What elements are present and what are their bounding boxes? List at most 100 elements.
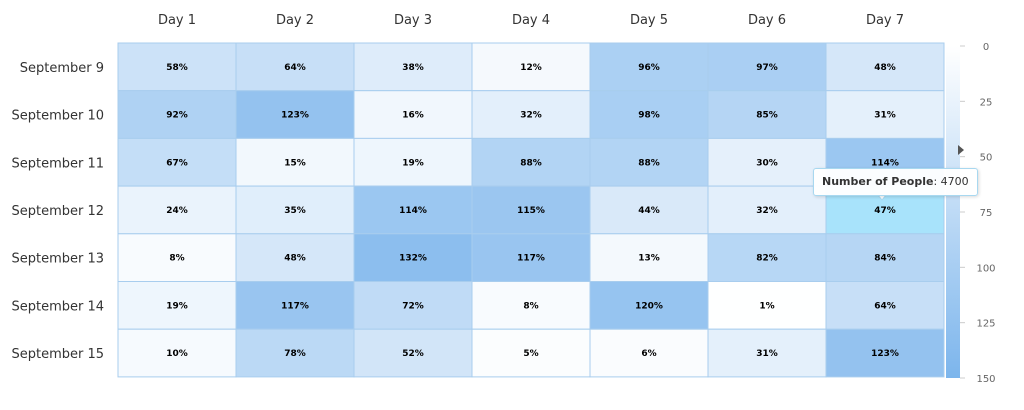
- cell-value-label: 117%: [281, 301, 309, 311]
- heatmap-cell[interactable]: [471, 185, 591, 235]
- cell-value-label: 115%: [517, 206, 545, 216]
- column-label: Day 2: [276, 13, 314, 28]
- color-scale-bar: [946, 46, 960, 378]
- row-label: September 14: [11, 299, 104, 314]
- heatmap-cell[interactable]: [825, 328, 945, 378]
- cell-value-label: 114%: [871, 158, 899, 168]
- heatmap-cell[interactable]: [117, 185, 237, 235]
- tooltip-separator: :: [933, 175, 941, 188]
- color-scale-legend: 0 25 50 75 100 125 150: [946, 42, 996, 385]
- cell-value-label: 52%: [402, 349, 424, 359]
- heatmap-cell[interactable]: [235, 137, 355, 187]
- column-label: Day 3: [394, 13, 432, 28]
- cell-value-label: 16%: [402, 111, 424, 121]
- cell-value-label: 114%: [399, 206, 427, 216]
- cell-value-label: 13%: [638, 254, 660, 264]
- cell-value-label: 32%: [520, 111, 542, 121]
- heatmap-cell[interactable]: [117, 90, 237, 139]
- heatmap-cell[interactable]: [589, 328, 709, 378]
- heatmap-cell[interactable]: [235, 42, 355, 92]
- heatmap-cell[interactable]: [589, 137, 709, 187]
- row-label: September 12: [11, 204, 104, 219]
- color-scale-label: 25: [980, 97, 993, 108]
- cell-value-label: 96%: [638, 63, 660, 73]
- row-label: September 11: [11, 156, 104, 171]
- heatmap-cell[interactable]: [353, 233, 473, 283]
- tooltip-value: 4700: [940, 175, 969, 188]
- heatmap-cell[interactable]: [117, 281, 237, 330]
- heatmap-cell[interactable]: [471, 42, 591, 92]
- cell-value-label: 58%: [166, 63, 188, 73]
- cell-value-label: 84%: [874, 254, 896, 264]
- row-label: September 15: [11, 347, 104, 362]
- cell-value-label: 64%: [284, 63, 306, 73]
- cell-value-label: 19%: [166, 301, 188, 311]
- column-label: Day 6: [748, 13, 786, 28]
- cell-value-label: 97%: [756, 63, 778, 73]
- heatmap-cell[interactable]: [117, 42, 237, 92]
- row-label: September 10: [11, 109, 104, 124]
- cell-value-label: 123%: [871, 349, 899, 359]
- heatmap-cell[interactable]: [589, 90, 709, 139]
- column-label: Day 7: [866, 13, 904, 28]
- cell-value-label: 120%: [635, 301, 663, 311]
- column-label: Day 1: [158, 13, 196, 28]
- cell-value-label: 48%: [874, 63, 896, 73]
- heatmap-cell[interactable]: [235, 185, 355, 235]
- color-scale-marker: [958, 145, 964, 156]
- cell-value-label: 72%: [402, 301, 424, 311]
- heatmap-cell[interactable]: [471, 137, 591, 187]
- heatmap-cell[interactable]: [707, 42, 827, 92]
- column-labels: Day 1 Day 2 Day 3 Day 4 Day 5 Day 6 Day 7: [158, 13, 904, 28]
- cell-value-label: 5%: [523, 349, 538, 359]
- heatmap-cell[interactable]: [471, 281, 591, 330]
- cell-value-label: 85%: [756, 111, 778, 121]
- cell-value-label: 35%: [284, 206, 306, 216]
- heatmap-cell[interactable]: [117, 328, 237, 378]
- cell-value-labels: 58% 64% 38% 12% 96% 97% 48% 92% 123% 16% 32% 98% 85%…: [166, 63, 899, 359]
- heatmap-cell[interactable]: [707, 185, 827, 235]
- cell-value-label: 78%: [284, 349, 306, 359]
- cell-value-label: 32%: [756, 206, 778, 216]
- color-scale-label: 150: [976, 374, 995, 385]
- color-scale-label: 125: [976, 319, 995, 330]
- cell-value-label: 44%: [638, 206, 660, 216]
- heatmap-cell[interactable]: [353, 281, 473, 330]
- heatmap-cell[interactable]: [825, 281, 945, 330]
- heatmap-cell[interactable]: [707, 328, 827, 378]
- color-scale-label: 50: [980, 153, 993, 164]
- cell-value-label: 67%: [166, 158, 188, 168]
- cell-value-label: 123%: [281, 111, 309, 121]
- heatmap-cell[interactable]: [589, 281, 709, 330]
- heatmap-cell[interactable]: [353, 137, 473, 187]
- cell-value-label: 8%: [523, 301, 538, 311]
- cell-value-label: 47%: [874, 206, 896, 216]
- heatmap-cell[interactable]: [471, 328, 591, 378]
- heatmap-cell[interactable]: [117, 233, 237, 283]
- color-scale-label: 0: [983, 42, 989, 53]
- heatmap-cell[interactable]: [353, 42, 473, 92]
- cell-value-label: 88%: [520, 158, 542, 168]
- cell-value-label: 19%: [402, 158, 424, 168]
- cell-value-label: 38%: [402, 63, 424, 73]
- heatmap-cell[interactable]: [235, 281, 355, 330]
- cell-value-label: 15%: [284, 158, 306, 168]
- cell-value-label: 6%: [641, 349, 656, 359]
- color-scale-label: 75: [980, 208, 993, 219]
- cell-value-label: 64%: [874, 301, 896, 311]
- heatmap-cell[interactable]: [707, 137, 827, 187]
- cell-value-label: 48%: [284, 254, 306, 264]
- cell-value-label: 10%: [166, 349, 188, 359]
- cell-value-label: 82%: [756, 254, 778, 264]
- cell-value-label: 31%: [756, 349, 778, 359]
- cell-value-label: 8%: [169, 254, 184, 264]
- heatmap-cell[interactable]: [353, 90, 473, 139]
- color-scale-label: 100: [976, 263, 995, 274]
- heatmap-cell[interactable]: [353, 328, 473, 378]
- row-label: September 13: [11, 252, 104, 267]
- column-label: Day 4: [512, 13, 550, 28]
- cell-value-label: 24%: [166, 206, 188, 216]
- heatmap-cell[interactable]: [825, 90, 945, 139]
- tooltip-label: Number of People: [822, 175, 934, 188]
